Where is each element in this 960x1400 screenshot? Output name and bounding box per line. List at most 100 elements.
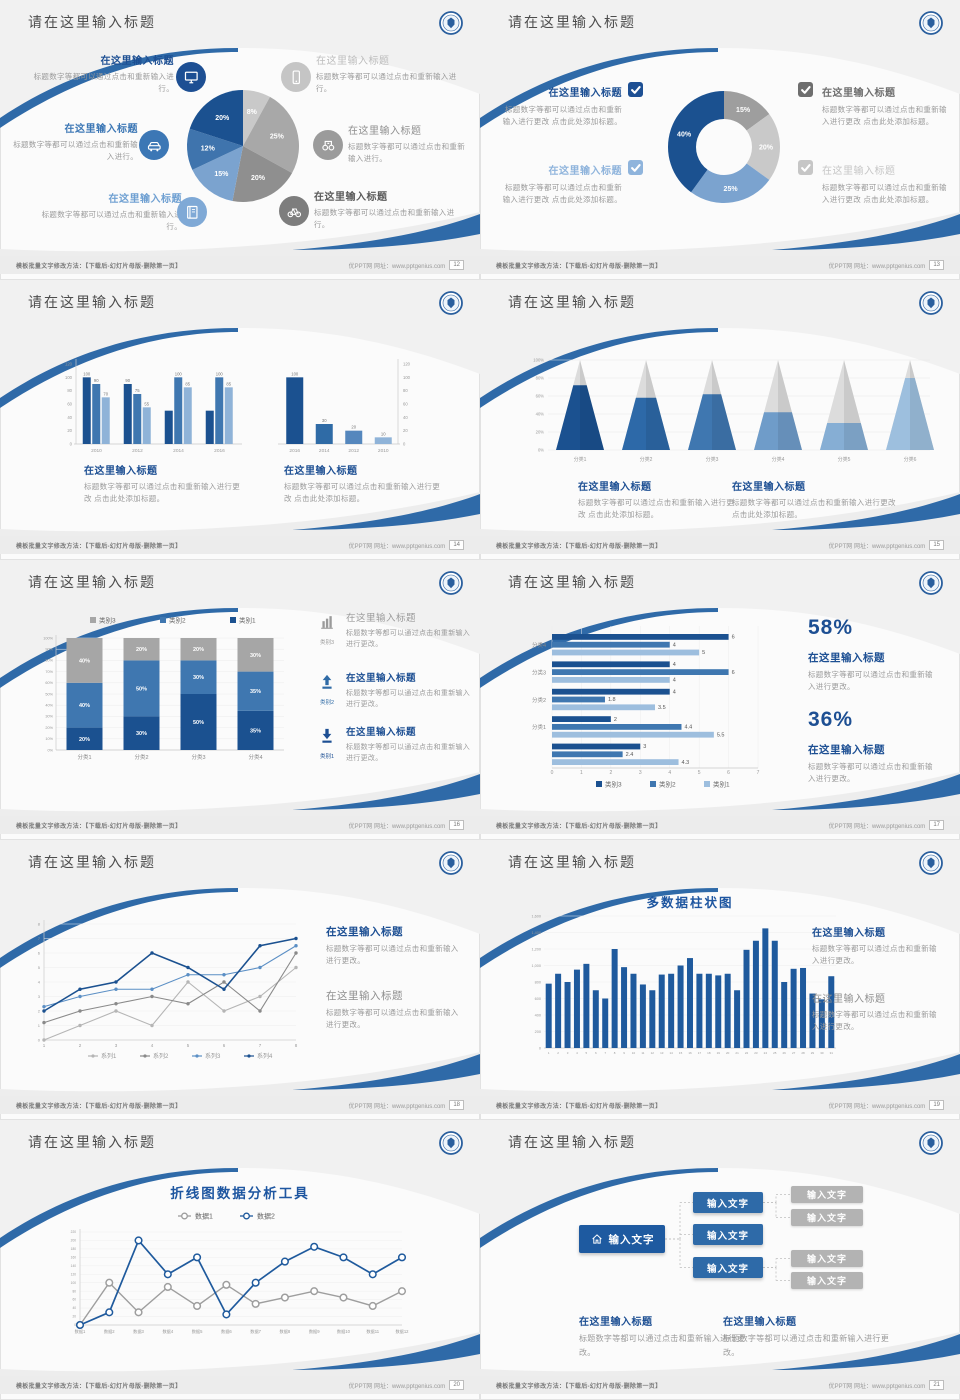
svg-text:20%: 20%	[251, 175, 266, 182]
monitor-icon	[184, 71, 198, 84]
diagram-root-box: 输入文字	[579, 1225, 665, 1253]
slide-content: 0 200 400 600 800 1,000 1,200 1,400 1,600 1 2 3 4 5 6 7…	[480, 840, 960, 1120]
svg-text:120: 120	[403, 362, 411, 367]
car-icon	[139, 130, 169, 160]
block-heading: 在这里输入标题	[578, 482, 652, 493]
footer-note: 模板批量文字修改方法：【下载后-幻灯片母版-删除第一页】	[496, 263, 662, 270]
seal-icon	[919, 851, 943, 875]
feature-item: 在这里输入标题 标题数字等都可以通过点击和重新输入进行。	[348, 122, 470, 165]
svg-text:0: 0	[403, 442, 406, 447]
caption-block: 在这里输入标题 标题数字等都可以通过点击和重新输入进行更改 点击此处添加标题。	[84, 462, 242, 505]
page-number: 19	[929, 1100, 944, 1110]
svg-text:7: 7	[38, 936, 41, 941]
svg-text:4.3: 4.3	[682, 760, 690, 766]
checklist-item: 在这里输入标题	[510, 162, 622, 177]
block-heading: 在这里输入标题	[64, 124, 138, 135]
svg-text:数据2: 数据2	[104, 1328, 115, 1335]
svg-text:分类2: 分类2	[134, 753, 148, 761]
line-analysis-chart: 数据1 数据2 0 20 40 60 80 100 120 140 160 180 200 220 数据1 数…	[71, 1211, 410, 1335]
checkbox-icon	[628, 82, 643, 97]
svg-text:1: 1	[38, 1023, 41, 1028]
bicycle-icon	[279, 196, 309, 226]
block-heading: 在这里输入标题	[284, 466, 358, 477]
svg-text:8: 8	[295, 1043, 298, 1048]
page-number: 21	[929, 1380, 944, 1390]
block-body: 标题数字等都可以通过点击和重新输入进行更改。	[346, 744, 471, 763]
seal-icon	[439, 1131, 463, 1155]
svg-text:90%: 90%	[45, 648, 53, 652]
svg-text:数据11: 数据11	[366, 1328, 379, 1335]
block-heading: 在这里输入标题	[822, 166, 896, 177]
feature-caption: 类别3	[319, 640, 335, 646]
block-heading: 在这里输入标题	[822, 88, 896, 99]
seal-icon	[439, 11, 463, 35]
slide-footer: 模板批量文字修改方法：【下载后-幻灯片母版-删除第一页】 优PPT网 网址：ww…	[480, 1376, 960, 1394]
seal-icon	[439, 851, 463, 875]
seal-icon	[919, 571, 943, 595]
footer-site-text: 优PPT网 网址：www.pptgenius.com	[828, 823, 926, 830]
block-body: 标题数字等都可以通过点击和重新输入进行。	[41, 210, 182, 231]
svg-text:160: 160	[71, 1255, 77, 1259]
university-seal-logo	[438, 290, 464, 316]
block-heading: 在这里输入标题	[548, 88, 622, 99]
block-body: 标题数字等都可以通过点击和重新输入进行更改。	[326, 944, 459, 965]
svg-text:14: 14	[669, 1051, 673, 1055]
svg-text:20: 20	[403, 428, 408, 433]
svg-text:9: 9	[623, 1051, 625, 1055]
checkbox-icon	[798, 160, 813, 175]
block-body: 标题数字等都可以通过点击和重新输入进行。	[13, 140, 138, 161]
svg-text:1: 1	[43, 1043, 46, 1048]
svg-text:120: 120	[65, 362, 73, 367]
university-seal-logo	[918, 10, 944, 36]
block-body: 标题数字等都可以通过点击和重新输入进行更改 点击此处添加标题。	[502, 105, 622, 126]
svg-text:系列2: 系列2	[153, 1052, 169, 1060]
svg-text:100: 100	[71, 1281, 77, 1285]
slide-17: 请在这里输入标题 0 1 2 3 4 5 6 7 6 4 5 分类4 4 6 4 分类3 4 1.8 3.5 分类2 2…	[480, 560, 960, 840]
check-icon	[631, 164, 641, 172]
bar-chart-icon	[321, 616, 333, 629]
svg-text:40%: 40%	[677, 131, 692, 138]
svg-text:30%: 30%	[193, 675, 204, 681]
slide-title: 请在这里输入标题	[28, 854, 156, 870]
svg-text:90: 90	[125, 378, 130, 383]
svg-text:180: 180	[71, 1247, 77, 1251]
svg-text:30: 30	[322, 418, 327, 423]
block-heading: 在这里输入标题	[808, 652, 885, 664]
svg-text:3: 3	[567, 1051, 569, 1055]
slide-content: 15% 20% 25% 40% 在这里输入标题 标题数字等都可以通过点击和重新输入进行更改…	[480, 0, 960, 280]
footer-site-text: 优PPT网 网址：www.pptgenius.com	[828, 1383, 926, 1390]
svg-text:1,200: 1,200	[531, 947, 541, 951]
donut-chart: 15% 20% 25% 40%	[668, 91, 780, 203]
svg-text:40: 40	[403, 415, 408, 420]
slide-title: 请在这里输入标题	[28, 14, 156, 30]
svg-text:100: 100	[403, 375, 411, 380]
slide-footer: 模板批量文字修改方法：【下载后-幻灯片母版-删除第一页】 优PPT网 网址：ww…	[480, 256, 960, 274]
svg-text:类别1: 类别1	[713, 780, 730, 789]
slide-footer: 模板批量文字修改方法：【下载后-幻灯片母版-删除第一页】 优PPT网 网址：ww…	[480, 1096, 960, 1114]
feature-item: 在这里输入标题 标题数字等都可以通过点击和重新输入进行更改。	[346, 670, 472, 710]
svg-text:40%: 40%	[536, 412, 545, 417]
svg-text:2010: 2010	[91, 448, 102, 454]
svg-text:4: 4	[668, 770, 671, 776]
svg-text:数据1: 数据1	[75, 1328, 86, 1335]
svg-text:分类2: 分类2	[640, 456, 653, 463]
svg-text:8%: 8%	[247, 109, 258, 116]
box-label: 输入文字	[608, 1233, 655, 1246]
svg-text:类别3: 类别3	[605, 780, 622, 789]
stat-value: 58%	[808, 616, 854, 639]
svg-text:50%: 50%	[45, 692, 53, 696]
diagram-mid-box: 输入文字	[693, 1257, 763, 1278]
svg-text:60: 60	[67, 402, 72, 407]
svg-text:100: 100	[175, 371, 183, 376]
page-number: 20	[449, 1380, 464, 1390]
university-seal-logo	[438, 10, 464, 36]
svg-text:1: 1	[580, 770, 583, 776]
feature-item: 在这里输入标题 标题数字等都可以通过点击和重新输入进行。	[34, 190, 182, 233]
svg-text:600: 600	[535, 997, 541, 1001]
footer-site-text: 优PPT网 网址：www.pptgenius.com	[348, 823, 446, 830]
slide-footer: 模板批量文字修改方法：【下载后-幻灯片母版-删除第一页】 优PPT网 网址：ww…	[480, 816, 960, 834]
svg-text:80%: 80%	[536, 376, 545, 381]
block-body: 标题数字等都可以通过点击和重新输入进行更改。	[808, 670, 933, 691]
